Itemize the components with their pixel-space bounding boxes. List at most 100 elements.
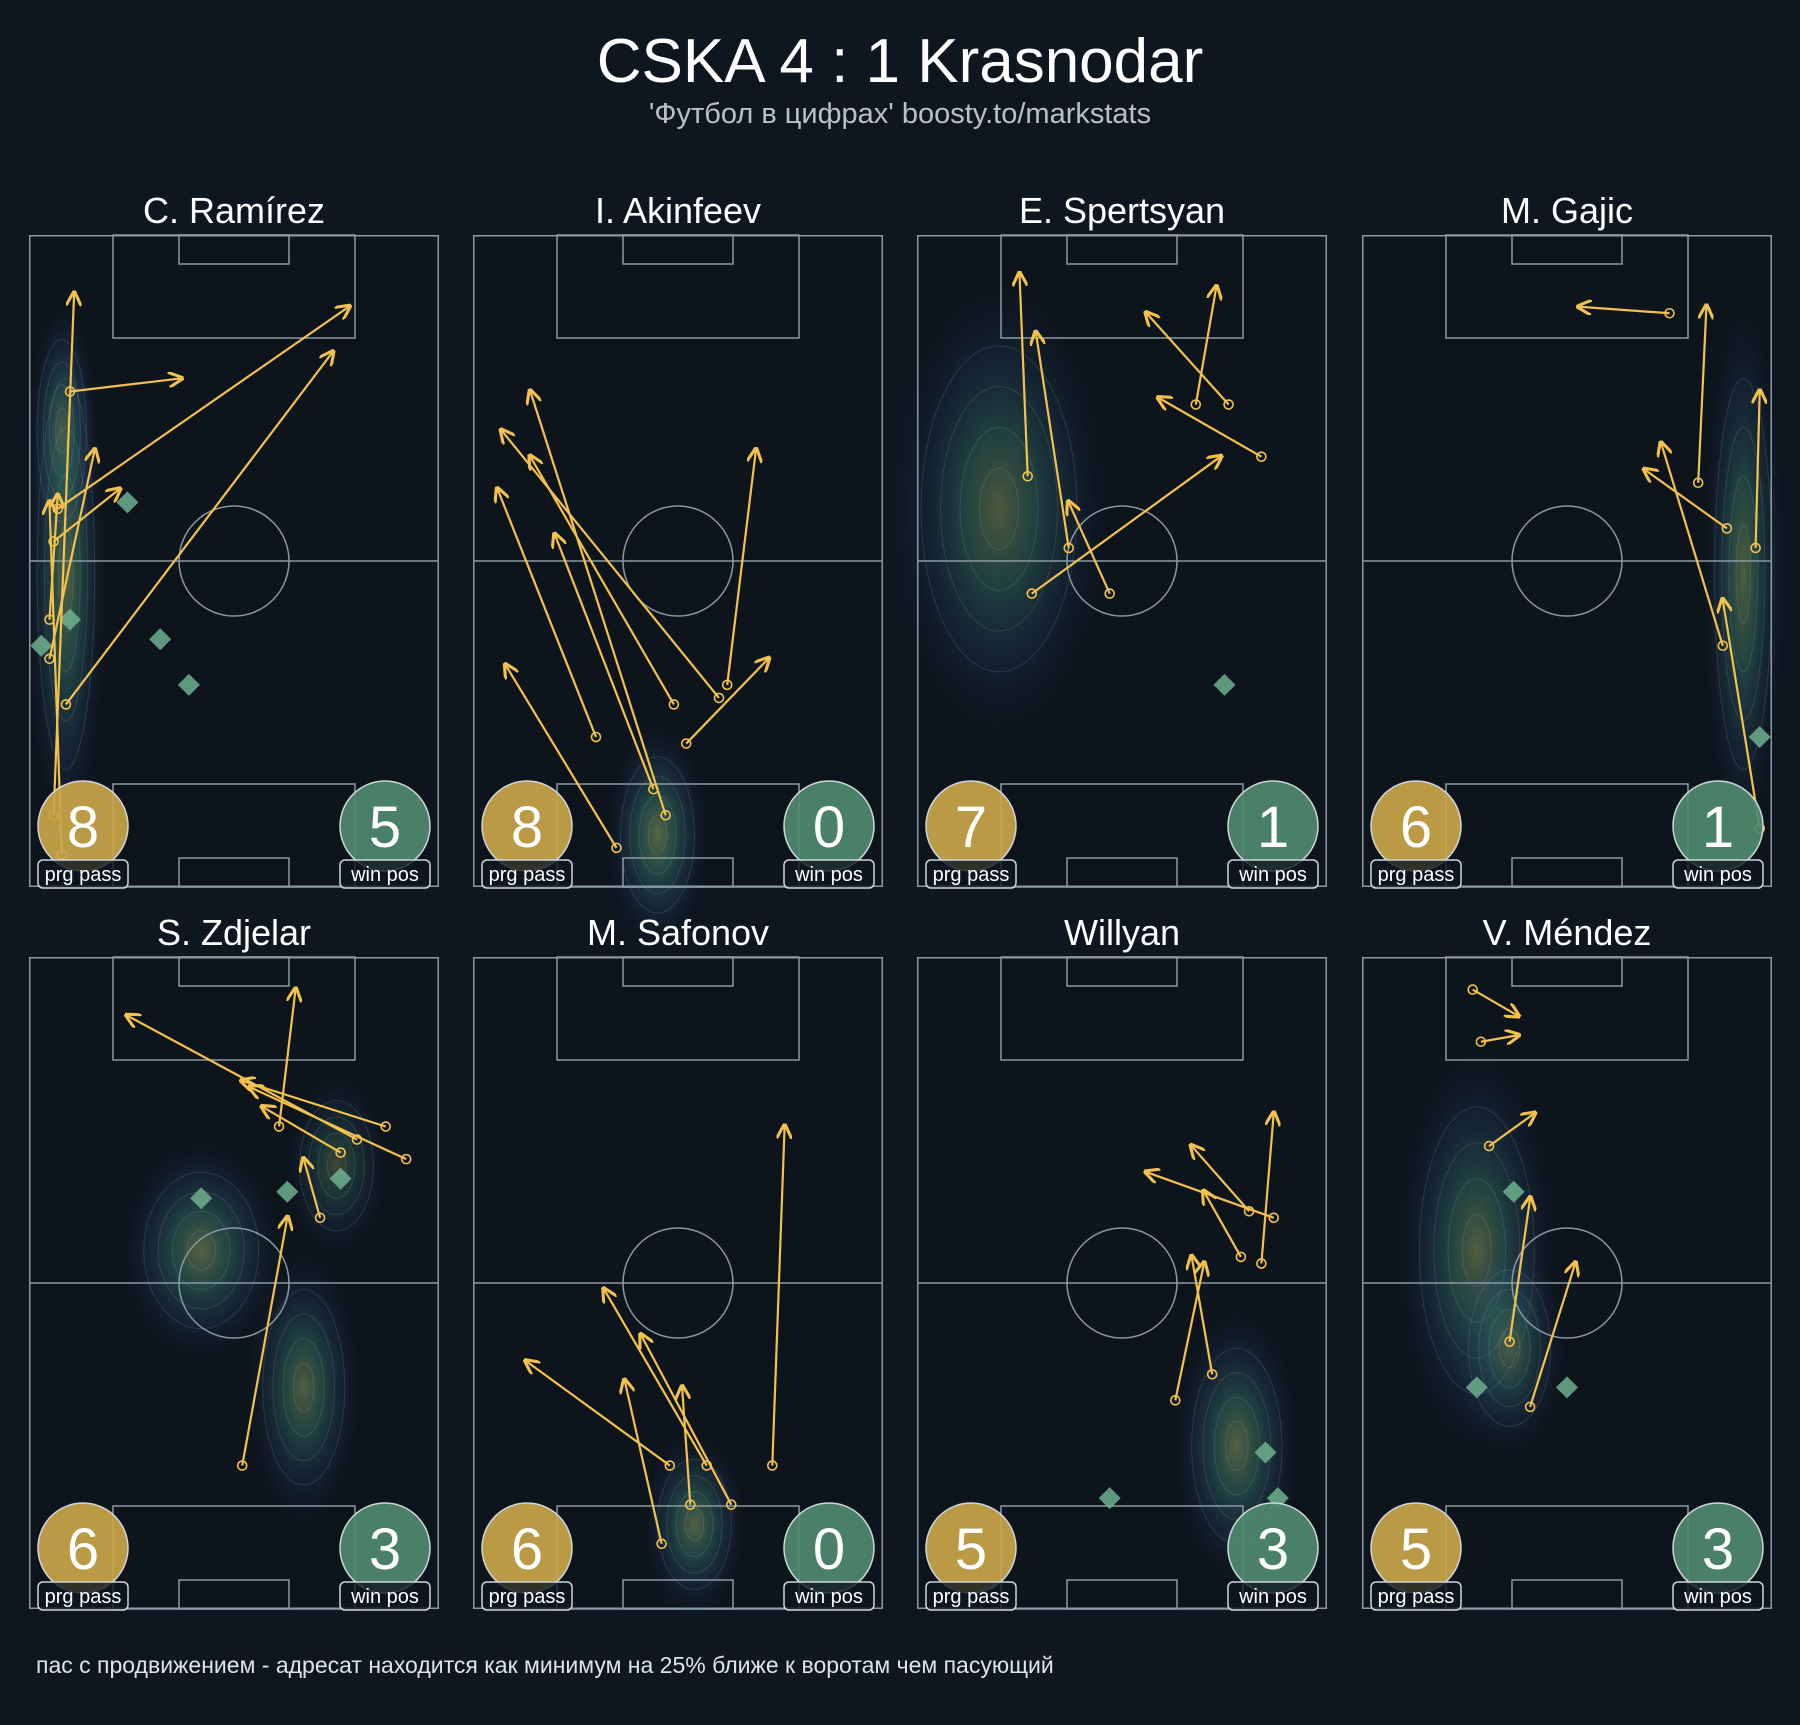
progressive-pass	[498, 489, 602, 743]
win-pos-badge: 1 win pos	[1672, 780, 1764, 889]
pitch-panel: 6 prg pass 0 win pos	[473, 956, 883, 1616]
prg-pass-badge-value: 6	[1400, 795, 1432, 860]
progressive-pass	[641, 1335, 737, 1510]
progressive-pass	[1026, 457, 1220, 599]
win-position-marker	[149, 628, 172, 651]
progressive-pass	[1645, 470, 1733, 534]
heat-zone	[642, 1432, 747, 1616]
pitch-markings	[1362, 234, 1772, 888]
progressive-pass	[680, 659, 769, 749]
progressive-pass	[273, 990, 296, 1132]
prg-pass-badge-value: 8	[511, 795, 543, 860]
progressive-pass	[721, 450, 756, 691]
win-pos-badge-value: 3	[1702, 1517, 1734, 1582]
win-pos-badge-label: win pos	[1238, 864, 1307, 886]
prg-pass-badge-value: 6	[67, 1517, 99, 1582]
player-name: M. Gajic	[1500, 190, 1633, 231]
progressive-pass	[1036, 333, 1074, 554]
player-name: M. Safonov	[586, 912, 770, 953]
prg-pass-badge: 7 prg pass	[925, 780, 1017, 889]
win-pos-badge: 0 win pos	[783, 1502, 875, 1611]
pitch-panel: 8 prg pass 0 win pos	[473, 234, 883, 945]
win-position-marker	[1213, 673, 1236, 696]
progressive-pass	[242, 1081, 392, 1132]
win-pos-badge: 0 win pos	[783, 780, 875, 889]
win-position-marker	[190, 1187, 213, 1210]
progressive-pass	[625, 1381, 667, 1550]
win-pos-badge: 5 win pos	[339, 780, 431, 889]
progressive-pass	[1579, 307, 1675, 319]
win-position-marker	[1502, 1180, 1525, 1203]
progressive-pass	[1147, 1172, 1280, 1224]
pitch-panel: 5 prg pass 3 win pos	[1362, 956, 1772, 1611]
win-pos-badge-label: win pos	[1238, 1586, 1307, 1608]
progressive-pass	[1020, 274, 1033, 482]
progressive-pass	[555, 535, 659, 795]
win-position-marker	[177, 673, 200, 696]
progressive-pass	[1204, 1192, 1247, 1263]
prg-pass-badge: 5 prg pass	[925, 1502, 1017, 1611]
progressive-pass	[530, 391, 671, 821]
prg-pass-badge-label: prg pass	[489, 1586, 566, 1608]
player-name: C. Ramírez	[142, 190, 326, 231]
progressive-pass	[1692, 307, 1707, 489]
progressive-pass	[1467, 984, 1518, 1016]
win-pos-badge-label: win pos	[350, 864, 419, 886]
win-pos-badge-label: win pos	[1683, 1586, 1752, 1608]
win-pos-badge-value: 3	[369, 1517, 401, 1582]
progressive-pass	[263, 1107, 346, 1158]
footnote: пас с продвижением - адресат находится к…	[36, 1652, 1054, 1678]
win-pos-badge-label: win pos	[794, 1586, 863, 1608]
prg-pass-badge-label: prg pass	[45, 864, 122, 886]
win-pos-badge-label: win pos	[350, 1586, 419, 1608]
prg-pass-badge: 5 prg pass	[1370, 1502, 1462, 1611]
player-name: I. Akinfeev	[594, 190, 762, 231]
prg-pass-badge-value: 8	[67, 795, 99, 860]
win-position-marker	[1254, 1441, 1277, 1464]
progressive-pass	[1661, 444, 1729, 652]
prg-pass-badge: 6 prg pass	[1370, 780, 1462, 889]
win-pos-badge: 3 win pos	[1227, 1502, 1319, 1611]
chart-title: CSKA 4 : 1 Krasnodar	[596, 27, 1204, 96]
win-pos-badge: 3 win pos	[339, 1502, 431, 1611]
player-name: S. Zdjelar	[156, 912, 312, 953]
prg-pass-badge: 6 prg pass	[37, 1502, 129, 1611]
heat-zone	[120, 1140, 282, 1360]
prg-pass-badge: 8 prg pass	[481, 780, 573, 889]
prg-pass-badge-label: prg pass	[1378, 864, 1455, 886]
pitch-panel: 6 prg pass 1 win pos	[1362, 234, 1784, 889]
progressive-pass	[64, 378, 181, 397]
heat-zone	[889, 280, 1109, 738]
progressive-pass	[304, 1159, 326, 1224]
prg-pass-badge-label: prg pass	[1378, 1586, 1455, 1608]
win-pos-badge-value: 0	[813, 795, 845, 860]
progressive-pass	[682, 1387, 696, 1510]
win-pos-badge: 3 win pos	[1672, 1502, 1764, 1611]
progressive-pass	[1147, 313, 1234, 410]
progressive-pass	[526, 1361, 676, 1471]
progressive-pass	[1256, 1113, 1274, 1269]
prg-pass-badge: 6 prg pass	[481, 1502, 573, 1611]
progressive-pass	[1192, 1146, 1255, 1217]
win-position-marker	[30, 634, 53, 657]
heat-zone	[1452, 1238, 1567, 1458]
prg-pass-badge: 8 prg pass	[37, 780, 129, 889]
win-pos-badge-label: win pos	[1683, 864, 1752, 886]
win-position-marker	[1556, 1376, 1578, 1399]
win-position-marker	[1465, 1376, 1488, 1399]
progressive-pass	[1190, 287, 1216, 410]
win-position-marker	[276, 1180, 299, 1203]
progressive-pass	[502, 431, 725, 704]
win-pos-badge-value: 5	[369, 795, 401, 860]
progressive-pass	[1524, 1263, 1576, 1413]
prg-pass-badge-label: prg pass	[489, 864, 566, 886]
prg-pass-badge-label: prg pass	[933, 1586, 1010, 1608]
player-name: Willyan	[1063, 912, 1180, 953]
progressive-pass	[1504, 1198, 1530, 1347]
prg-pass-badge-label: prg pass	[45, 1586, 122, 1608]
chart-subtitle: 'Футбол в цифрах' boosty.to/markstats	[648, 98, 1152, 130]
pitch-panel: 7 prg pass 1 win pos	[889, 234, 1327, 889]
win-pos-badge-value: 1	[1257, 795, 1289, 860]
player-name: E. Spertsyan	[1018, 190, 1226, 231]
progressive-pass	[1169, 1263, 1204, 1406]
